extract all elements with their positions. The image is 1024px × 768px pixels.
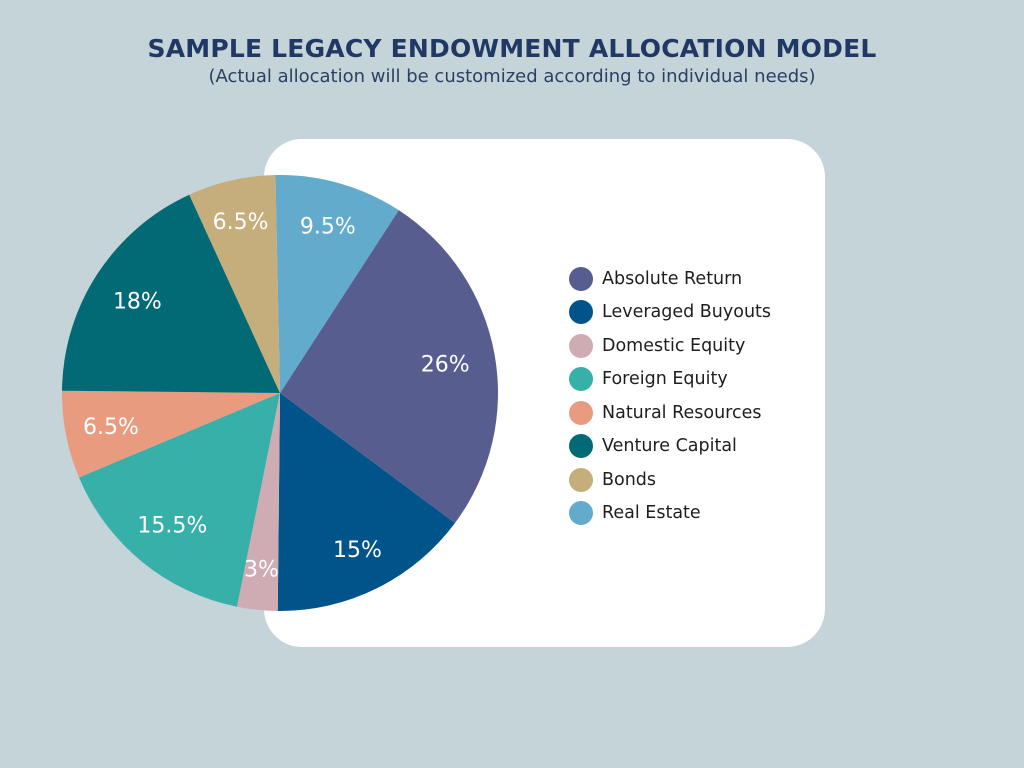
legend-item-bonds: Bonds <box>569 463 809 497</box>
legend-swatch <box>569 266 593 291</box>
data-label-foreign-equity: 15.5% <box>137 514 207 539</box>
pie-slice-foreign-equity <box>79 393 280 607</box>
pie-slice-domestic-equity <box>236 393 280 611</box>
legend-item-leveraged-buyouts: Leveraged Buyouts <box>569 296 809 330</box>
legend-item-venture-capital: Venture Capital <box>569 430 809 464</box>
legend-item-natural-resources: Natural Resources <box>569 396 809 430</box>
legend-swatch <box>569 367 593 392</box>
legend-item-absolute-return: Absolute Return <box>569 262 809 296</box>
data-label-real-estate: 9.5% <box>300 214 356 239</box>
legend-label: Absolute Return <box>602 268 743 289</box>
pie-slice-leveraged-buyouts <box>277 393 456 612</box>
legend-swatch <box>569 400 593 425</box>
legend-item-domestic-equity: Domestic Equity <box>569 329 809 363</box>
pie-slice-absolute-return <box>280 210 498 523</box>
data-label-absolute-return: 26% <box>421 352 470 377</box>
legend-swatch <box>569 333 593 358</box>
chart-subtitle: (Actual allocation will be customized ac… <box>208 66 816 87</box>
pie-slice-real-estate <box>275 175 399 393</box>
pie-slice-bonds <box>189 175 280 393</box>
legend-item-real-estate: Real Estate <box>569 497 809 531</box>
legend-label: Natural Resources <box>602 402 762 423</box>
legend-label: Domestic Equity <box>602 335 746 356</box>
data-label-bonds: 6.5% <box>213 210 269 235</box>
data-label-domestic-equity: 3% <box>244 558 279 583</box>
legend-item-foreign-equity: Foreign Equity <box>569 363 809 397</box>
chart-legend: Absolute Return Leveraged Buyouts Domestic… <box>569 262 809 530</box>
legend-label: Real Estate <box>602 503 701 524</box>
chart-title: SAMPLE LEGACY ENDOWMENT ALLOCATION MODEL <box>147 34 877 63</box>
data-label-natural-resources: 6.5% <box>83 415 139 440</box>
legend-label: Venture Capital <box>602 436 737 457</box>
legend-swatch <box>569 434 593 459</box>
pie-slice-venture-capital <box>62 194 281 393</box>
legend-label: Bonds <box>602 469 657 490</box>
data-label-venture-capital: 18% <box>113 289 162 314</box>
legend-label: Foreign Equity <box>602 369 728 390</box>
legend-swatch <box>569 467 593 492</box>
legend-swatch <box>569 501 593 526</box>
data-label-leveraged-buyouts: 15% <box>333 538 382 563</box>
legend-label: Leveraged Buyouts <box>602 302 772 323</box>
pie-slice-natural-resources <box>61 390 280 478</box>
legend-swatch <box>569 300 593 325</box>
